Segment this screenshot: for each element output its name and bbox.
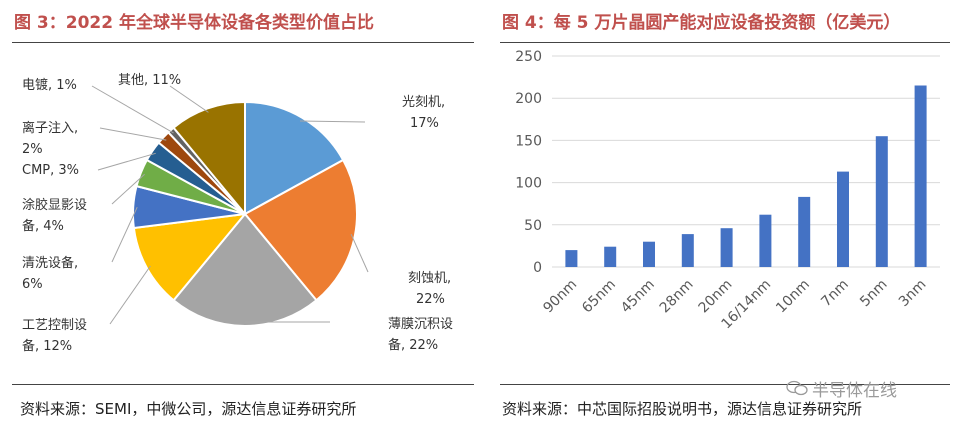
pie-slice [243,158,358,302]
pie-leader-line [99,127,167,141]
pie-slice-label: CMP, 3% [22,163,79,178]
right-source-rule [500,384,950,385]
bar [720,228,733,267]
pie-slice-label: 其他, 11% [118,73,181,88]
x-tick-label: 7nm [818,277,852,311]
bar [798,196,811,267]
pie-slice-percent: 17% [410,116,439,131]
pie-leader-line [350,233,369,273]
right-title-rule [500,42,950,43]
x-tick-label: 28nm [657,277,697,317]
pie-slice-percent: 备, 22% [388,337,438,353]
pie-leader-line [91,85,174,134]
pie-slice-percent: 22% [416,292,445,307]
pie-leader-line [109,265,151,325]
bar [759,214,772,267]
pie-slice-label: 刻蚀机, [408,271,451,286]
x-tick-label: 10nm [773,277,813,317]
pie-slice-label: 清洗设备, [22,255,78,271]
x-tick-label: 65nm [579,277,619,317]
pie-slice [172,212,318,328]
bar-figure-title: 图 4：每 5 万片晶圆产能对应设备投资额（亿美元） [502,13,901,33]
pie-slice-label: 光刻机, [402,95,445,110]
pie-slice-label: 工艺控制设 [22,318,87,333]
pie-slice [244,100,345,216]
bar [837,171,849,267]
x-tick-label: 45nm [618,277,658,317]
bar [565,250,578,267]
y-tick-label: 200 [515,91,542,107]
bar [875,136,888,267]
pie-slice-percent: 2% [22,142,43,157]
pie-slice-percent: 备, 4% [22,218,64,234]
y-tick-label: 50 [524,218,542,234]
pie-leader-line [299,120,366,123]
bar [643,241,655,267]
pie-slice-label: 薄膜沉积设 [388,317,453,332]
pie-slice-label: 涂胶显影设 [22,197,87,213]
pie-slice-label: 离子注入, [22,120,78,136]
bar-chart: 05010015020025090nm65nm45nm28nm20nm16/14… [515,49,940,332]
x-tick-label: 3nm [896,277,930,311]
pie-leader-line [111,173,145,205]
pie-leader-line [97,152,156,171]
bar [914,85,927,267]
pie-leader-line [111,206,138,263]
x-tick-label: 5nm [857,277,891,311]
pie-leader-line [169,85,209,113]
pie-slice [132,212,248,302]
bar [681,234,694,267]
y-tick-label: 250 [515,49,542,65]
watermark-text: 半导体在线 [812,381,897,401]
pie-slice-label: 电镀, 1% [22,77,77,93]
pie-slice-percent: 6% [22,277,43,292]
pie-source-note: 资料来源：SEMI，中微公司，源达信息证券研究所 [20,400,357,418]
left-title-rule [12,42,474,43]
wechat-icon [786,380,808,396]
x-tick-label: 90nm [540,277,580,317]
bar-source-note: 资料来源：中芯国际招股说明书，源达信息证券研究所 [502,400,863,418]
pie-figure-title: 图 3：2022 年全球半导体设备各类型价值占比 [14,13,374,33]
bar [604,246,617,267]
pie-slice [172,100,246,217]
pie-slice-percent: 备, 12% [22,338,72,354]
y-tick-label: 0 [533,260,542,276]
y-tick-label: 100 [515,176,542,192]
y-tick-label: 150 [515,133,542,149]
left-source-rule [12,384,474,385]
